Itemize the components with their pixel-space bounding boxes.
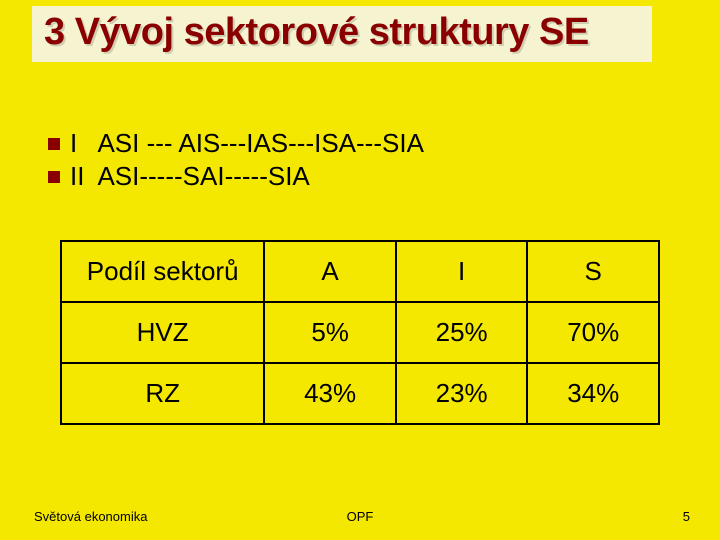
bullet-marker-icon [48,171,60,183]
footer-left-text: Světová ekonomika [34,509,147,524]
table-header-cell: Podíl sektorů [61,241,264,302]
table-cell: RZ [61,363,264,424]
table-cell: 5% [264,302,396,363]
table-cell: 23% [396,363,528,424]
table-row: Podíl sektorů A I S [61,241,659,302]
table-header-cell: S [527,241,659,302]
table-header-cell: A [264,241,396,302]
footer-center-text: OPF [347,509,374,524]
table-cell: 34% [527,363,659,424]
list-item: II ASI-----SAI-----SIA [48,161,424,192]
bullet-list: I ASI --- AIS---IAS---ISA---SIA II ASI--… [48,128,424,194]
table-cell: 43% [264,363,396,424]
page-number: 5 [683,509,690,524]
table-cell: HVZ [61,302,264,363]
table-row: HVZ 5% 25% 70% [61,302,659,363]
bullet-marker-icon [48,138,60,150]
data-table: Podíl sektorů A I S HVZ 5% 25% 70% RZ 43… [60,240,660,425]
slide-title: 3 Vývoj sektorové struktury SE [44,12,640,54]
table-cell: 70% [527,302,659,363]
bullet-text: II ASI-----SAI-----SIA [70,161,310,192]
table-row: RZ 43% 23% 34% [61,363,659,424]
list-item: I ASI --- AIS---IAS---ISA---SIA [48,128,424,159]
title-box: 3 Vývoj sektorové struktury SE [32,6,652,62]
bullet-text: I ASI --- AIS---IAS---ISA---SIA [70,128,424,159]
table-cell: 25% [396,302,528,363]
table-header-cell: I [396,241,528,302]
